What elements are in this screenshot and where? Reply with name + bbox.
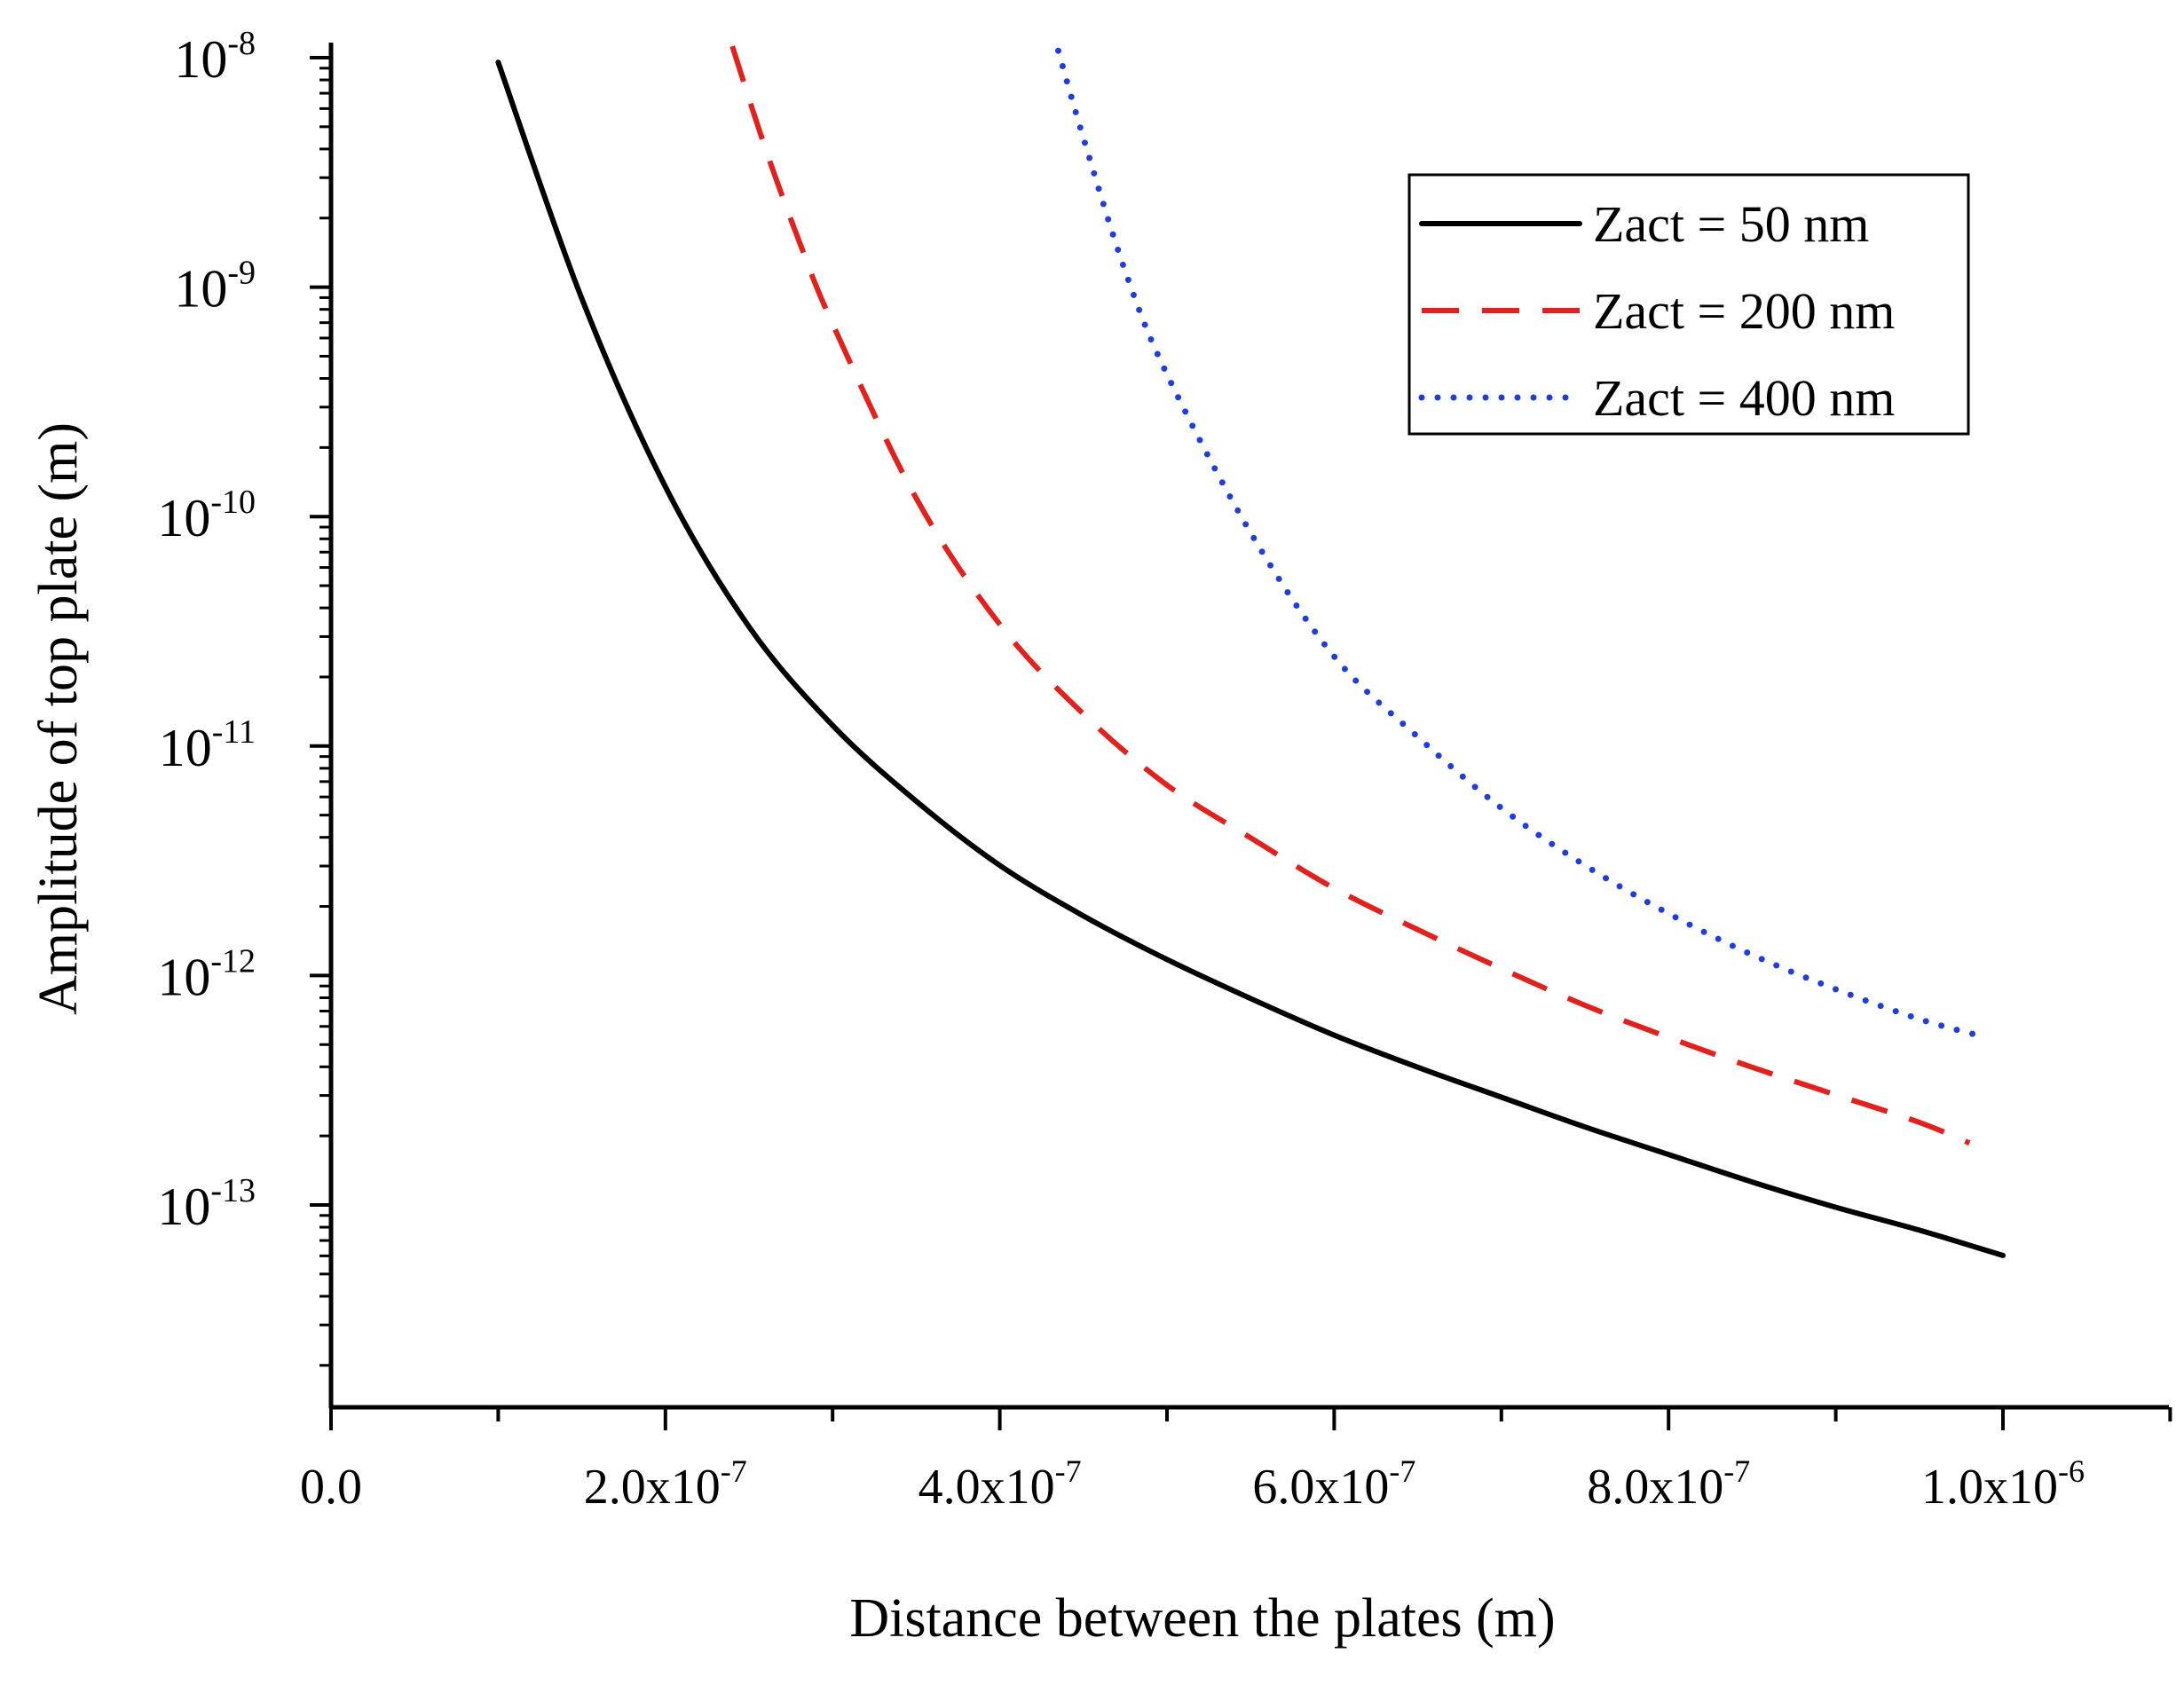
x-tick-label: 8.0x10-7 [1587, 1453, 1750, 1515]
x-tick-label: 6.0x10-7 [1252, 1453, 1415, 1515]
y-tick-label-exponent: -9 [227, 255, 256, 292]
x-tick-label-mantissa: 1.0x10 [1921, 1460, 2058, 1515]
legend-label-1: Zact = 50 nm [1593, 195, 1869, 253]
x-tick-label: 4.0x10-7 [919, 1453, 1082, 1515]
x-tick-label-mantissa: 6.0x10 [1252, 1460, 1389, 1515]
series-layer [495, 45, 2006, 1258]
legend-label-3: Zact = 400 nm [1593, 369, 1895, 427]
y-tick-label: 10-11 [159, 713, 256, 777]
x-tick-label-exponent: -7 [721, 1453, 747, 1489]
y-tick-label-base: 10 [157, 948, 210, 1006]
y-tick-label-base: 10 [174, 30, 227, 89]
y-tick-label: 10-9 [174, 255, 256, 319]
x-tick-label: 1.0x10-6 [1921, 1453, 2085, 1515]
x-tick-label-mantissa: 2.0x10 [584, 1460, 721, 1515]
series-line-1 [495, 59, 2006, 1258]
x-tick-label-exponent: -6 [2058, 1453, 2085, 1489]
x-tick-label-exponent: -7 [1389, 1453, 1415, 1489]
x-axis-label: Distance between the plates (m) [849, 1588, 1555, 1649]
y-tick-label-base: 10 [157, 1177, 210, 1236]
x-tick-label-mantissa: 0.0 [300, 1460, 362, 1515]
y-tick-label-base: 10 [174, 260, 227, 319]
x-ticks: 0.0 2.0x10-7 4.0x10-7 6.0x10-7 8.0x10-7 1.0x1… [300, 1407, 2172, 1515]
x-tick-label: 2.0x10-7 [584, 1453, 747, 1515]
y-tick-label-base: 10 [159, 719, 212, 777]
y-axis-label: Amplitude of top plate (m) [28, 422, 89, 1015]
x-tick-label-exponent: -7 [1055, 1453, 1082, 1489]
x-tick-label-mantissa: 4.0x10 [919, 1460, 1055, 1515]
y-tick-label: 10-8 [174, 25, 256, 89]
y-tick-label: 10-13 [157, 1172, 256, 1236]
axes [328, 43, 2169, 1410]
y-tick-label-exponent: -8 [227, 25, 256, 62]
legend-box [1407, 173, 1970, 436]
x-tick-label-exponent: -7 [1723, 1453, 1750, 1489]
legend: Zact = 50 nm Zact = 200 nm Zact = 400 nm [1407, 173, 1970, 436]
x-tick-label: 0.0 [300, 1460, 362, 1515]
y-tick-label-base: 10 [157, 489, 210, 547]
y-tick-label-exponent: -11 [212, 713, 256, 751]
x-tick-label-mantissa: 8.0x10 [1587, 1460, 1723, 1515]
legend-label-2: Zact = 200 nm [1593, 282, 1895, 340]
y-tick-label-exponent: -13 [210, 1172, 256, 1209]
y-tick-label: 10-12 [157, 942, 256, 1006]
series-line-3 [1055, 47, 1990, 1041]
y-tick-label-exponent: -12 [210, 942, 256, 980]
y-tick-label-exponent: -10 [210, 484, 256, 521]
y-tick-label: 10-10 [157, 484, 256, 547]
series-line-2 [729, 45, 1971, 1146]
